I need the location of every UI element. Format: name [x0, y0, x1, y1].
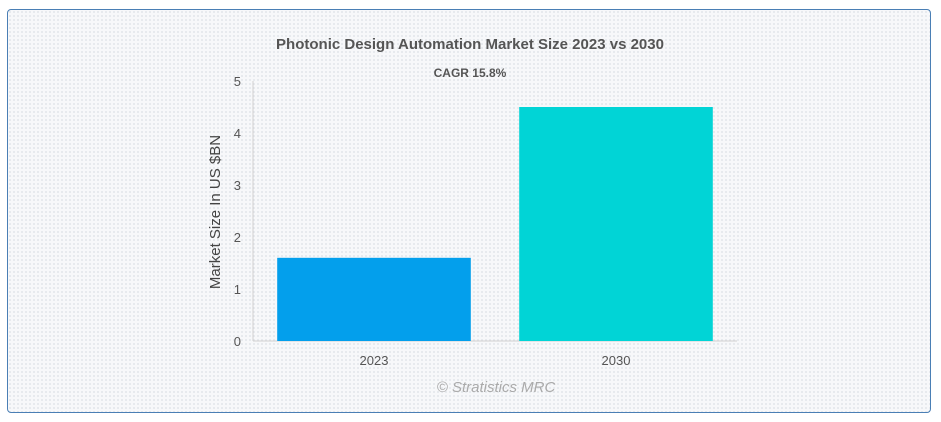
y-tick-label: 0 — [234, 334, 241, 349]
y-tick-label: 2 — [234, 230, 241, 245]
y-tick-label: 3 — [234, 178, 241, 193]
chart-title: Photonic Design Automation Market Size 2… — [276, 36, 664, 53]
bar-2030[interactable] — [519, 107, 713, 341]
watermark-credit: © Stratistics MRC — [437, 379, 556, 396]
x-tick-label: 2023 — [360, 353, 389, 368]
y-tick-label: 1 — [234, 282, 241, 297]
y-axis-ticks: 0 1 2 3 4 5 — [234, 74, 241, 349]
y-tick-label: 4 — [234, 126, 241, 141]
x-tick-label: 2030 — [602, 353, 631, 368]
chart-subtitle: CAGR 15.8% — [434, 66, 507, 80]
y-axis-label: Market Size In US $BN — [207, 135, 224, 289]
y-tick-label: 5 — [234, 74, 241, 89]
chart-container — [7, 9, 931, 413]
x-axis-ticks: 2023 2030 — [360, 353, 631, 368]
bars-group — [277, 107, 713, 341]
bar-2023[interactable] — [277, 257, 471, 341]
